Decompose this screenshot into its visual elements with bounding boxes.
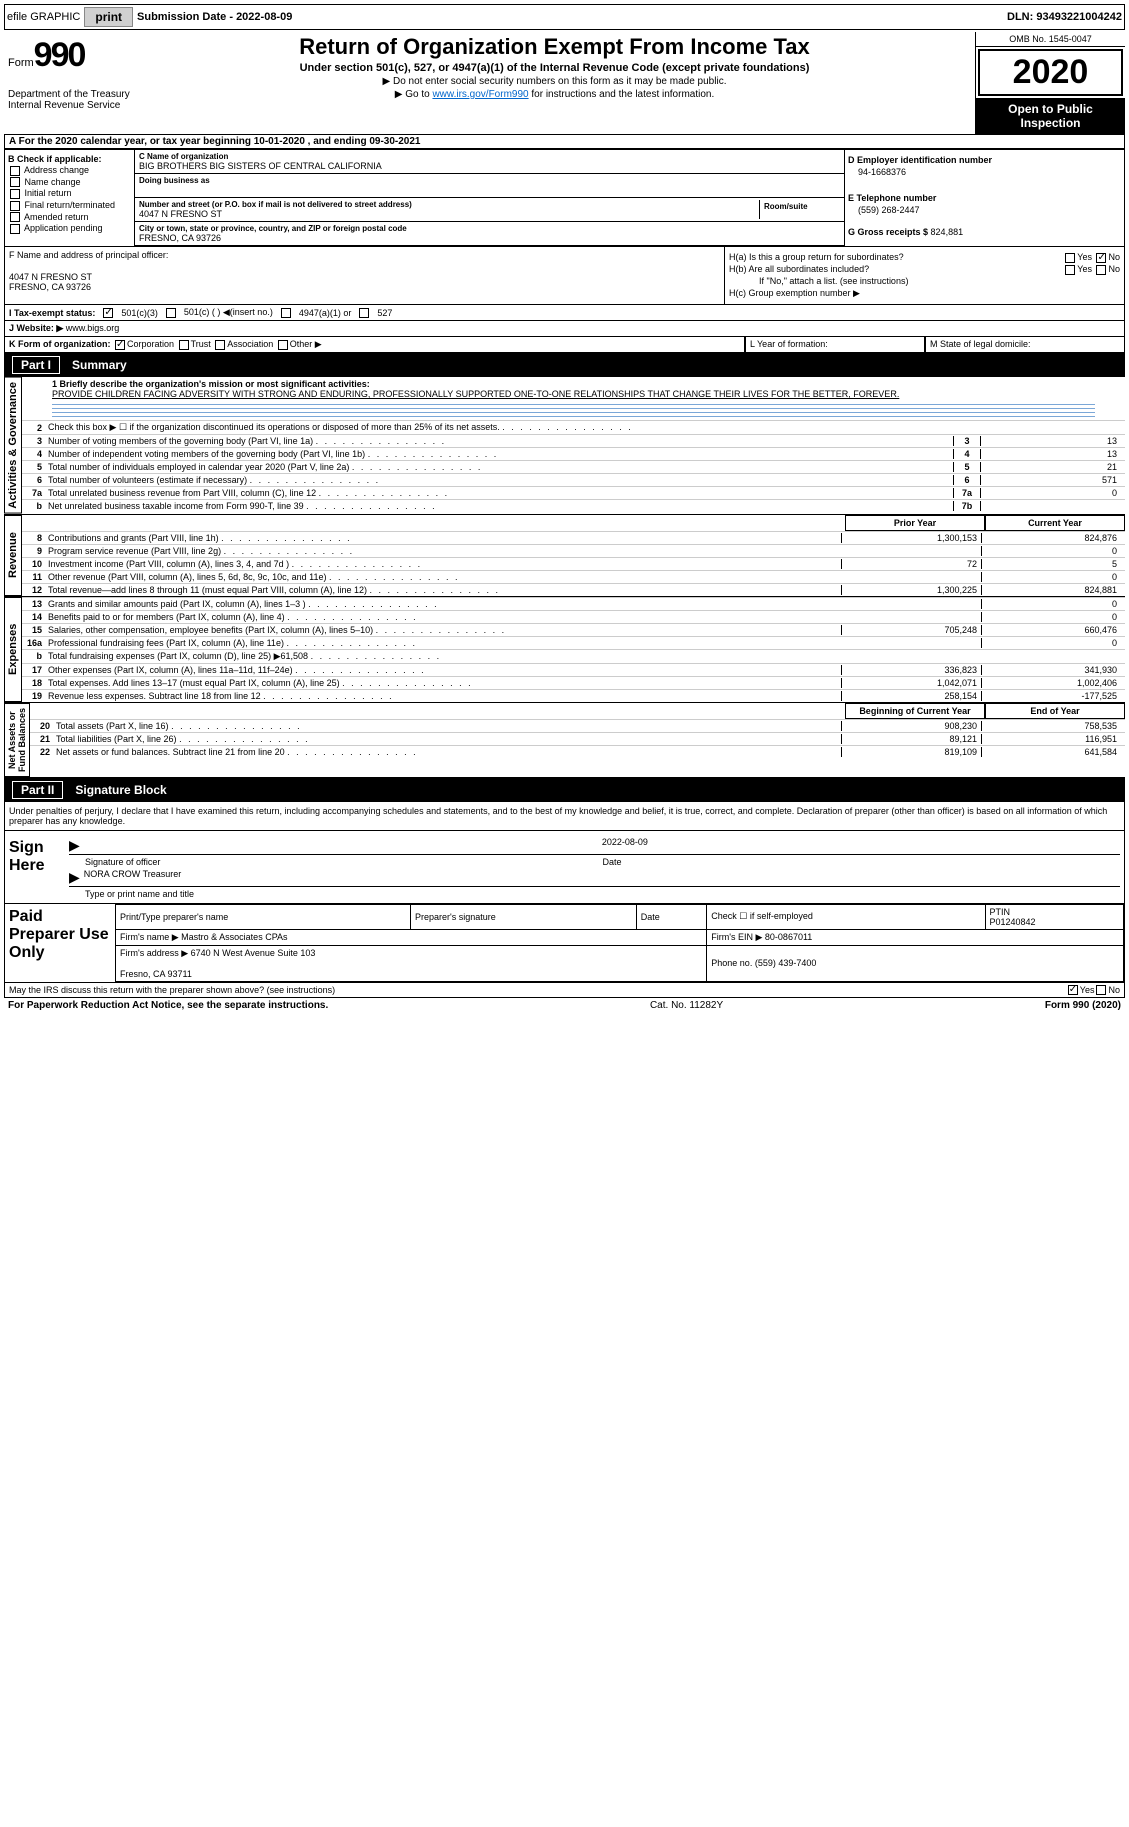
- omb-number: OMB No. 1545-0047: [976, 32, 1125, 47]
- part-2-header: Part IISignature Block: [4, 778, 1125, 802]
- open-inspection: Open to Public Inspection: [976, 98, 1125, 134]
- city-state-zip: FRESNO, CA 93726: [139, 233, 840, 243]
- table-row: 19Revenue less expenses. Subtract line 1…: [22, 689, 1125, 702]
- table-row: 11Other revenue (Part VIII, column (A), …: [22, 570, 1125, 583]
- table-row: 6Total number of volunteers (estimate if…: [22, 473, 1125, 486]
- table-row: 22Net assets or fund balances. Subtract …: [30, 745, 1125, 758]
- form-of-org: K Form of organization: Corporation Trus…: [4, 337, 745, 353]
- table-row: 5Total number of individuals employed in…: [22, 460, 1125, 473]
- tax-year: 2020: [978, 49, 1123, 96]
- table-row: 13Grants and similar amounts paid (Part …: [22, 597, 1125, 610]
- prior-year-header: Prior Year: [845, 515, 985, 531]
- note-2: ▶ Go to www.irs.gov/Form990 for instruct…: [140, 89, 969, 100]
- tax-exempt-status: I Tax-exempt status: 501(c)(3) 501(c) ( …: [4, 305, 1125, 321]
- table-row: 15Salaries, other compensation, employee…: [22, 623, 1125, 636]
- section-c: C Name of organization BIG BROTHERS BIG …: [135, 150, 844, 246]
- table-row: bNet unrelated business taxable income f…: [22, 499, 1125, 512]
- top-bar: efile GRAPHIC print Submission Date - 20…: [4, 4, 1125, 30]
- table-row: 12Total revenue—add lines 8 through 11 (…: [22, 583, 1125, 596]
- table-row: 14Benefits paid to or for members (Part …: [22, 610, 1125, 623]
- expenses-tab: Expenses: [4, 597, 22, 702]
- mission-block: 1 Briefly describe the organization's mi…: [22, 377, 1125, 401]
- table-row: 16aProfessional fundraising fees (Part I…: [22, 636, 1125, 649]
- penalties-statement: Under penalties of perjury, I declare th…: [4, 802, 1125, 831]
- net-assets-tab: Net Assets or Fund Balances: [4, 703, 30, 777]
- subtitle: Under section 501(c), 527, or 4947(a)(1)…: [140, 62, 969, 74]
- table-row: 9Program service revenue (Part VIII, lin…: [22, 544, 1125, 557]
- submission-label: Submission Date - 2022-08-09: [137, 11, 292, 23]
- form990-link[interactable]: www.irs.gov/Form990: [432, 89, 528, 100]
- end-year-header: End of Year: [985, 703, 1125, 719]
- note-1: ▶ Do not enter social security numbers o…: [140, 76, 969, 87]
- checkbox-item: Name change: [8, 177, 131, 188]
- gross-receipts: 824,881: [931, 227, 964, 237]
- year-box: OMB No. 1545-0047 2020 Open to Public In…: [975, 32, 1125, 134]
- revenue-tab: Revenue: [4, 515, 22, 596]
- print-button[interactable]: print: [84, 7, 133, 27]
- current-year-header: Current Year: [985, 515, 1125, 531]
- efile-label: efile GRAPHIC: [7, 11, 80, 23]
- table-row: 7aTotal unrelated business revenue from …: [22, 486, 1125, 499]
- table-row: 4Number of independent voting members of…: [22, 447, 1125, 460]
- tax-year-range: A For the 2020 calendar year, or tax yea…: [4, 134, 1125, 149]
- table-row: 2Check this box ▶ ☐ if the organization …: [22, 420, 1125, 434]
- table-row: 10Investment income (Part VIII, column (…: [22, 557, 1125, 570]
- checkbox-item: Initial return: [8, 188, 131, 199]
- checkbox-item: Final return/terminated: [8, 200, 131, 211]
- sign-here-block: Sign Here ▶2022-08-09 Signature of offic…: [4, 831, 1125, 904]
- section-b: B Check if applicable: Address change Na…: [5, 150, 135, 246]
- form-header: Form990 Department of the Treasury Inter…: [4, 32, 1125, 134]
- footer: For Paperwork Reduction Act Notice, see …: [4, 998, 1125, 1013]
- org-name: BIG BROTHERS BIG SISTERS OF CENTRAL CALI…: [139, 161, 840, 171]
- table-row: bTotal fundraising expenses (Part IX, co…: [22, 649, 1125, 663]
- street-address: 4047 N FRESNO ST: [139, 209, 759, 219]
- table-row: 3Number of voting members of the governi…: [22, 434, 1125, 447]
- dln-label: DLN: 93493221004242: [1007, 11, 1122, 23]
- section-h: H(a) Is this a group return for subordin…: [724, 247, 1124, 304]
- ein: 94-1668376: [848, 167, 1121, 177]
- part-1-header: Part ISummary: [4, 353, 1125, 377]
- section-f: F Name and address of principal officer:…: [5, 247, 724, 304]
- department-label: Department of the Treasury Internal Reve…: [8, 89, 130, 111]
- page-title: Return of Organization Exempt From Incom…: [140, 34, 969, 60]
- table-row: 20Total assets (Part X, line 16) 908,230…: [30, 719, 1125, 732]
- table-row: 17Other expenses (Part IX, column (A), l…: [22, 663, 1125, 676]
- title-block: Return of Organization Exempt From Incom…: [134, 32, 975, 134]
- section-d: D Employer identification number 94-1668…: [844, 150, 1124, 246]
- table-row: 21Total liabilities (Part X, line 26) 89…: [30, 732, 1125, 745]
- state-domicile: M State of legal domicile:: [925, 337, 1125, 353]
- phone: (559) 268-2447: [848, 205, 1121, 215]
- checkbox-item: Application pending: [8, 223, 131, 234]
- checkbox-item: Amended return: [8, 212, 131, 223]
- discuss-row: May the IRS discuss this return with the…: [4, 983, 1125, 998]
- governance-tab: Activities & Governance: [4, 377, 22, 514]
- beginning-year-header: Beginning of Current Year: [845, 703, 985, 719]
- table-row: 18Total expenses. Add lines 13–17 (must …: [22, 676, 1125, 689]
- paid-preparer-block: Paid Preparer Use Only Print/Type prepar…: [4, 904, 1125, 983]
- form-number-block: Form990 Department of the Treasury Inter…: [4, 32, 134, 134]
- table-row: 8Contributions and grants (Part VIII, li…: [22, 531, 1125, 544]
- checkbox-item: Address change: [8, 165, 131, 176]
- year-formation: L Year of formation:: [745, 337, 925, 353]
- website-row: J Website: ▶ www.bigs.org: [4, 321, 1125, 337]
